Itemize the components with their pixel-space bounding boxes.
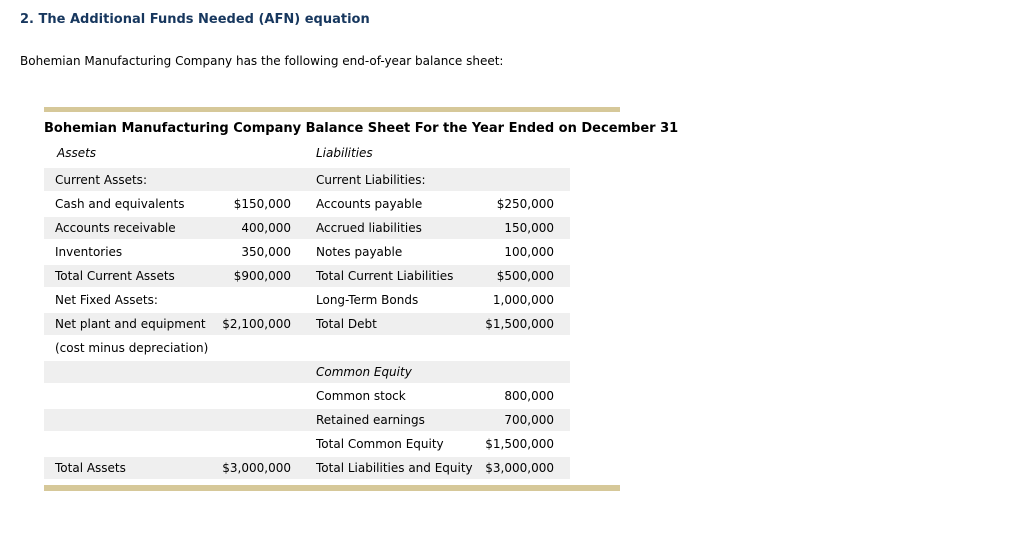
liability-label-cell: Long-Term Bonds bbox=[291, 288, 484, 313]
liabilities-section-header: Liabilities bbox=[316, 146, 373, 160]
liability-value-cell: $1,500,000 bbox=[484, 312, 570, 337]
liability-value-cell: $1,500,000 bbox=[484, 432, 570, 457]
liability-value-cell: 150,000 bbox=[484, 216, 570, 241]
table-row: Inventories 350,000 Notes payable 100,00… bbox=[44, 240, 570, 265]
asset-label-cell: Inventories bbox=[44, 240, 204, 265]
asset-value-cell: $3,000,000 bbox=[204, 456, 291, 481]
asset-value-cell: $900,000 bbox=[204, 264, 291, 289]
table-row: Common Equity bbox=[44, 360, 570, 385]
table-row: Accounts receivable 400,000 Accrued liab… bbox=[44, 216, 570, 241]
asset-value-cell bbox=[204, 432, 291, 457]
liability-label-cell: Common Equity bbox=[291, 360, 484, 385]
liability-label-cell: Total Current Liabilities bbox=[291, 264, 484, 289]
asset-label-cell: Total Current Assets bbox=[44, 264, 204, 289]
table-row: Retained earnings 700,000 bbox=[44, 408, 570, 433]
table-row: Net Fixed Assets: Long-Term Bonds 1,000,… bbox=[44, 288, 570, 313]
liability-label-cell: Accounts payable bbox=[291, 192, 484, 217]
intro-text: Bohemian Manufacturing Company has the f… bbox=[20, 54, 504, 68]
asset-label-cell: Accounts receivable bbox=[44, 216, 204, 241]
table-row: Current Assets: Current Liabilities: bbox=[44, 168, 570, 193]
table-row: Cash and equivalents $150,000 Accounts p… bbox=[44, 192, 570, 217]
liability-label-cell: Total Liabilities and Equity bbox=[291, 456, 484, 481]
liability-label-cell: Total Debt bbox=[291, 312, 484, 337]
asset-value-cell bbox=[204, 336, 291, 361]
section-headers: Assets Liabilities bbox=[44, 146, 620, 162]
asset-label-cell: (cost minus depreciation) bbox=[44, 336, 208, 361]
asset-label-cell bbox=[44, 432, 204, 457]
page-title: 2. The Additional Funds Needed (AFN) equ… bbox=[20, 12, 370, 27]
asset-value-cell: 400,000 bbox=[204, 216, 291, 241]
liability-value-cell: 100,000 bbox=[484, 240, 570, 265]
table-row: Total Current Assets $900,000 Total Curr… bbox=[44, 264, 570, 289]
liability-value-cell: 800,000 bbox=[484, 384, 570, 409]
asset-label-cell bbox=[44, 408, 204, 433]
asset-label-cell: Current Assets: bbox=[44, 168, 204, 193]
liability-value-cell bbox=[484, 360, 570, 385]
asset-label-cell: Cash and equivalents bbox=[44, 192, 204, 217]
liability-value-cell: 700,000 bbox=[484, 408, 570, 433]
balance-sheet-table: Current Assets: Current Liabilities: Cas… bbox=[44, 168, 570, 481]
liability-value-cell: $250,000 bbox=[484, 192, 570, 217]
balance-sheet-title: Bohemian Manufacturing Company Balance S… bbox=[44, 121, 679, 136]
liability-label-cell: Retained earnings bbox=[291, 408, 484, 433]
asset-value-cell bbox=[204, 408, 291, 433]
asset-value-cell bbox=[204, 384, 291, 409]
liability-label-cell: Current Liabilities: bbox=[291, 168, 484, 193]
liability-label-cell: Notes payable bbox=[291, 240, 484, 265]
top-rule bbox=[44, 107, 620, 112]
bottom-rule bbox=[44, 485, 620, 491]
table-row: Total Assets $3,000,000 Total Liabilitie… bbox=[44, 456, 570, 481]
liability-label-cell: Common stock bbox=[291, 384, 484, 409]
asset-value-cell bbox=[204, 168, 291, 193]
liability-value-cell: 1,000,000 bbox=[484, 288, 570, 313]
asset-value-cell bbox=[204, 360, 291, 385]
assets-section-header: Assets bbox=[57, 146, 97, 160]
table-row: (cost minus depreciation) bbox=[44, 336, 570, 361]
asset-value-cell bbox=[204, 288, 291, 313]
asset-label-cell bbox=[44, 384, 204, 409]
table-row: Common stock 800,000 bbox=[44, 384, 570, 409]
liability-label-cell: Total Common Equity bbox=[291, 432, 484, 457]
liability-value-cell: $500,000 bbox=[484, 264, 570, 289]
asset-value-cell: $2,100,000 bbox=[204, 312, 291, 337]
table-row: Total Common Equity $1,500,000 bbox=[44, 432, 570, 457]
liability-label-cell: Accrued liabilities bbox=[291, 216, 484, 241]
liability-value-cell bbox=[484, 336, 570, 361]
asset-label-cell bbox=[44, 360, 204, 385]
liability-value-cell: $3,000,000 bbox=[484, 456, 570, 481]
asset-label-cell: Net Fixed Assets: bbox=[44, 288, 204, 313]
liability-label-cell bbox=[291, 336, 484, 361]
asset-label-cell: Total Assets bbox=[44, 456, 204, 481]
balance-sheet: Bohemian Manufacturing Company Balance S… bbox=[44, 107, 679, 491]
asset-value-cell: $150,000 bbox=[204, 192, 291, 217]
table-row: Net plant and equipment $2,100,000 Total… bbox=[44, 312, 570, 337]
asset-label-cell: Net plant and equipment bbox=[44, 312, 206, 337]
liability-value-cell bbox=[484, 168, 570, 193]
asset-value-cell: 350,000 bbox=[204, 240, 291, 265]
